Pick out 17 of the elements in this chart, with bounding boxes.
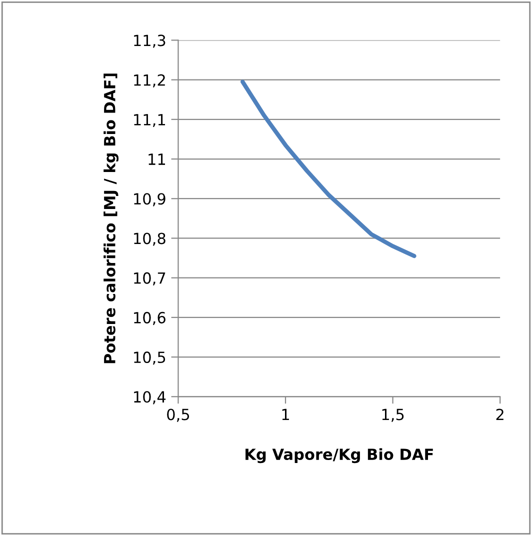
y-tick-label: 10,6 (134, 312, 166, 326)
x-tick-label: 1,5 (382, 408, 404, 422)
y-axis-title: Potere calorifico [MJ / kg Bio DAF] (104, 74, 119, 364)
line-series (240, 80, 416, 258)
y-tick-label: 11,2 (134, 74, 165, 88)
x-tick-label: 1 (282, 408, 289, 420)
x-tick-label: 0,5 (167, 408, 190, 422)
y-tick-label: 10,8 (134, 232, 166, 246)
y-tick-label: 10,5 (134, 352, 166, 365)
y-tick-label: 10,9 (134, 193, 166, 206)
y-tick-label: 10,4 (134, 391, 166, 404)
y-tick-label: 11 (148, 154, 166, 165)
y-tick-label: 10,7 (134, 272, 166, 286)
y-tick-label: 11,3 (134, 34, 166, 48)
y-tick-label: 11,1 (134, 114, 166, 127)
x-axis-title: Kg Vapore/Kg Bio DAF (246, 448, 433, 464)
x-tick-label: 2 (496, 408, 504, 420)
